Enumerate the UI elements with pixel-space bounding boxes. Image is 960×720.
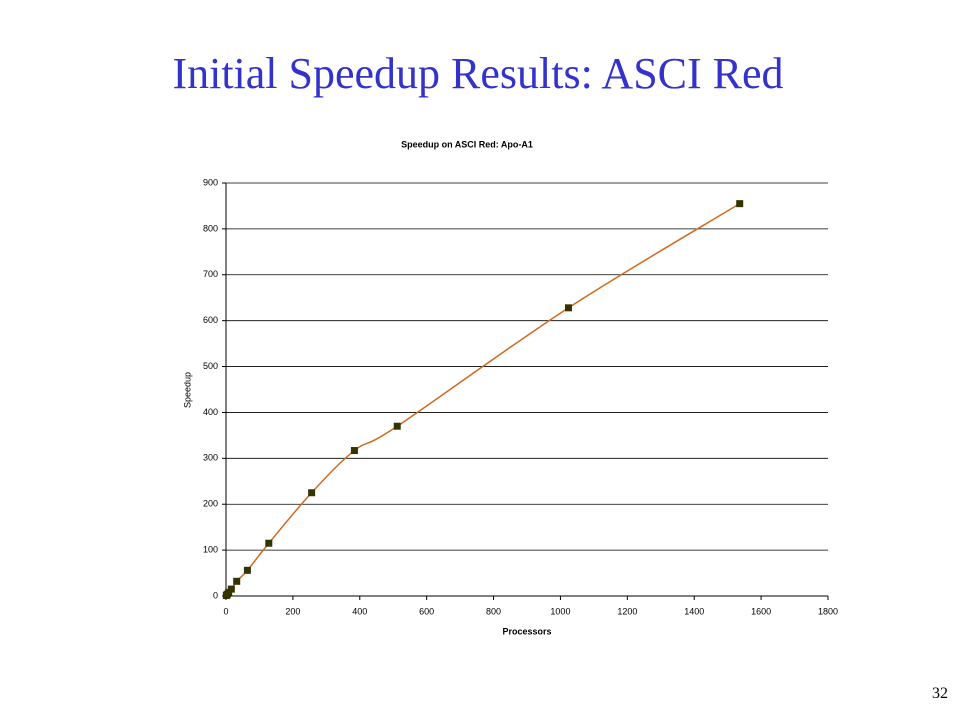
data-point [233, 577, 241, 585]
y-tick-label: 200 [203, 499, 218, 509]
y-tick-label: 300 [203, 453, 218, 463]
x-tick-label: 0 [223, 606, 228, 616]
y-tick-label: 800 [203, 223, 218, 233]
x-tick-label: 400 [352, 606, 367, 616]
series-line [225, 203, 741, 596]
x-axis-label: Processors [502, 626, 551, 636]
chart-title: Speedup on ASCI Red: Apo-A1 [401, 139, 533, 149]
y-tick-label: 500 [203, 361, 218, 371]
y-tick-label: 400 [203, 407, 218, 417]
data-point [564, 304, 572, 312]
y-tick-label: 100 [203, 544, 218, 554]
data-point [393, 422, 401, 430]
slide-title: Initial Speedup Results: ASCI Red [172, 49, 783, 98]
x-tick-label: 1600 [751, 606, 771, 616]
data-point [265, 539, 273, 547]
data-point [308, 489, 316, 497]
page-number: 32 [932, 685, 948, 702]
data-point [243, 566, 251, 574]
y-tick-label: 600 [203, 315, 218, 325]
y-tick-label: 700 [203, 269, 218, 279]
data-point [227, 585, 235, 593]
x-tick-label: 1800 [818, 606, 838, 616]
x-tick-label: 1400 [684, 606, 704, 616]
x-tick-label: 600 [419, 606, 434, 616]
y-tick-label: 0 [213, 590, 218, 600]
x-tick-label: 200 [285, 606, 300, 616]
y-tick-label: 900 [203, 177, 218, 187]
x-tick-label: 1200 [617, 606, 637, 616]
x-tick-label: 800 [486, 606, 501, 616]
data-point [350, 447, 358, 455]
x-tick-label: 1000 [550, 606, 570, 616]
data-point [736, 200, 744, 208]
y-axis-label: Speedup [182, 372, 192, 408]
